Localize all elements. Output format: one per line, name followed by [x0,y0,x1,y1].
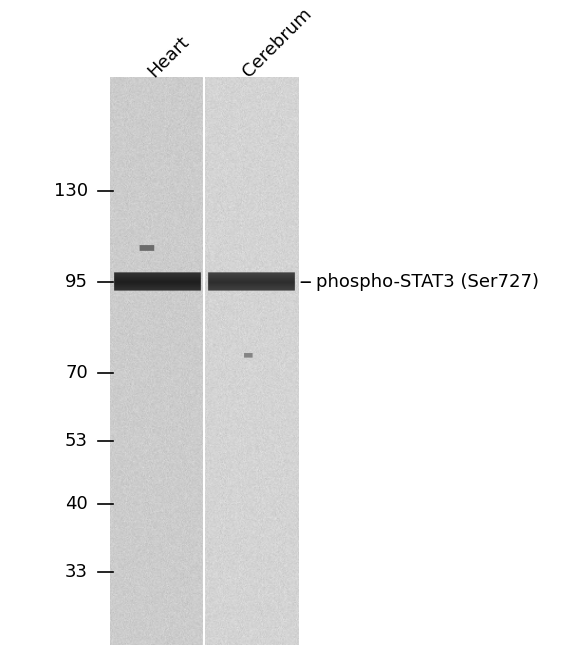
Text: 130: 130 [54,182,88,200]
Text: Cerebrum: Cerebrum [239,5,315,80]
Text: Heart: Heart [144,33,193,80]
Text: phospho-STAT3 (Ser727): phospho-STAT3 (Ser727) [301,273,539,291]
Text: 40: 40 [65,495,88,513]
Text: 53: 53 [65,432,88,450]
Text: 95: 95 [65,273,88,291]
Text: 70: 70 [65,364,88,382]
Text: 33: 33 [65,563,88,581]
